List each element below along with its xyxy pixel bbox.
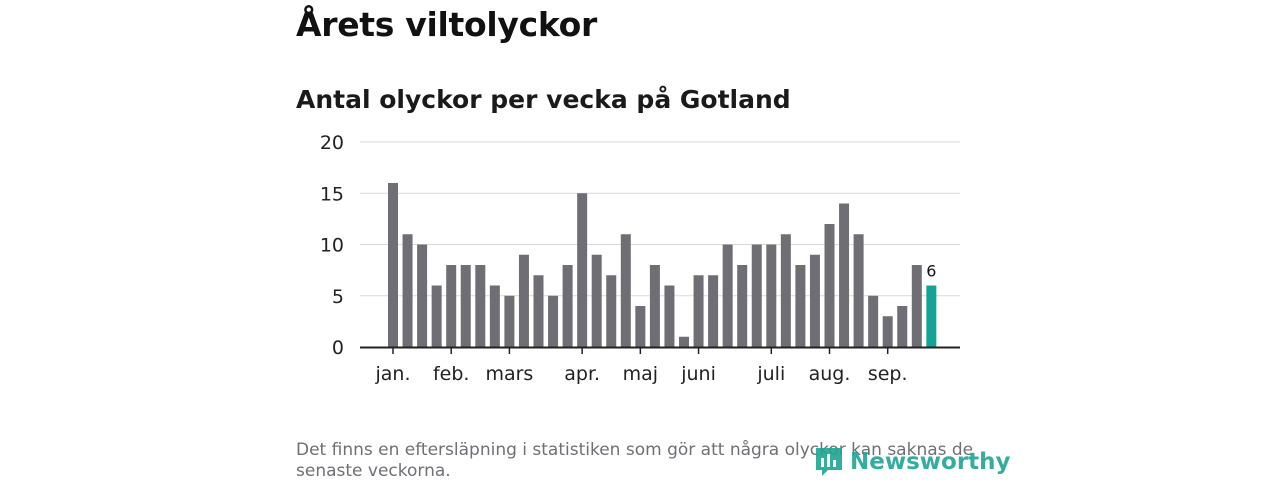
bar <box>577 193 588 347</box>
bar <box>751 244 762 347</box>
y-tick-label: 10 <box>320 235 344 257</box>
bar <box>533 275 544 347</box>
bar <box>402 234 413 347</box>
x-tick-label: juli <box>756 363 785 385</box>
newsworthy-logo: Newsworthy <box>814 446 1011 478</box>
bar <box>606 275 617 347</box>
bar <box>649 265 660 347</box>
bar <box>766 244 777 347</box>
bar <box>475 265 486 347</box>
bar <box>431 285 442 347</box>
bar <box>679 336 689 347</box>
bar <box>518 254 529 347</box>
bar <box>388 183 398 347</box>
bar <box>591 254 602 347</box>
x-tick-label: maj <box>623 363 658 385</box>
x-tick-label: sep. <box>868 363 908 385</box>
bar <box>562 265 573 347</box>
bar <box>853 234 864 347</box>
bar <box>504 295 515 347</box>
bar <box>795 265 806 347</box>
newsworthy-logo-icon <box>816 448 842 476</box>
y-tick-label: 5 <box>332 286 344 308</box>
y-tick-label: 20 <box>320 132 344 154</box>
x-tick-label: feb. <box>433 363 469 385</box>
bar <box>780 234 791 347</box>
bar <box>824 224 835 347</box>
bar <box>446 265 457 347</box>
data-label: 6 <box>926 262 936 281</box>
bar <box>620 234 631 347</box>
x-tick-label: apr. <box>564 363 600 385</box>
bar <box>693 275 704 347</box>
highlight-bar <box>926 285 937 347</box>
bar <box>722 244 733 347</box>
x-tick-label: jan. <box>374 363 410 385</box>
bar <box>839 203 850 347</box>
chart-title: Antal olyckor per vecka på Gotland <box>296 85 791 114</box>
bar <box>809 254 820 347</box>
bar <box>548 295 559 347</box>
x-tick-label: mars <box>485 363 533 385</box>
bar <box>911 265 922 347</box>
bar <box>664 285 675 347</box>
x-tick-label: juni <box>680 363 716 385</box>
bar <box>868 295 879 347</box>
bar <box>460 265 471 347</box>
bar <box>882 316 893 347</box>
footnote: Det finns en eftersläpning i statistiken… <box>296 440 974 481</box>
bar <box>708 275 719 347</box>
bar <box>737 265 748 347</box>
bar <box>635 306 646 347</box>
logo-text: Newsworthy <box>850 449 1011 475</box>
y-tick-label: 15 <box>320 183 344 205</box>
bar <box>417 244 428 347</box>
bar <box>897 306 908 347</box>
x-tick-label: aug. <box>809 363 851 385</box>
y-tick-label: 0 <box>332 337 344 359</box>
page-heading: Årets viltolyckor <box>296 5 597 44</box>
bar <box>489 285 500 347</box>
